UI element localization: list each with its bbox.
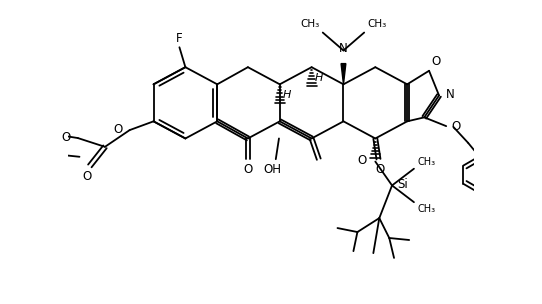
- Text: O: O: [357, 154, 366, 167]
- Text: H: H: [282, 90, 291, 100]
- Text: O: O: [431, 55, 440, 67]
- Text: CH₃: CH₃: [417, 157, 435, 167]
- Polygon shape: [341, 64, 346, 84]
- Text: N: N: [446, 88, 454, 101]
- Text: O: O: [243, 163, 253, 176]
- Text: O: O: [376, 163, 385, 176]
- Text: CH₃: CH₃: [300, 19, 320, 29]
- Text: N: N: [339, 42, 348, 55]
- Text: OH: OH: [263, 163, 282, 176]
- Text: H: H: [314, 73, 323, 83]
- Text: O: O: [61, 131, 70, 144]
- Text: Si: Si: [398, 178, 408, 191]
- Text: CH₃: CH₃: [417, 204, 435, 214]
- Text: O: O: [113, 123, 122, 136]
- Text: CH₃: CH₃: [367, 19, 386, 29]
- Text: F: F: [176, 32, 183, 45]
- Text: O: O: [451, 119, 460, 133]
- Text: O: O: [82, 170, 91, 183]
